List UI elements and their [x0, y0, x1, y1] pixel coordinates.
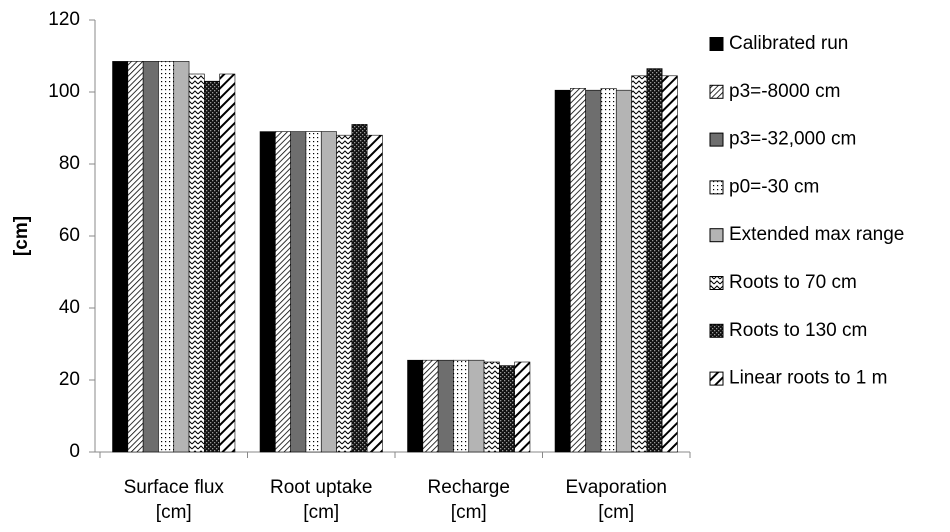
x-tick-label: [cm]	[303, 502, 339, 523]
bar	[275, 131, 291, 453]
legend-swatch	[709, 276, 724, 290]
bar	[661, 75, 678, 453]
bar	[499, 365, 515, 453]
x-tick-label: Evaporation	[566, 477, 667, 498]
bar	[259, 131, 276, 453]
bar	[204, 80, 220, 453]
legend-label: Calibrated run	[729, 33, 848, 54]
bar	[290, 131, 307, 453]
bar	[615, 89, 632, 453]
bar	[600, 88, 617, 453]
x-tick-label: Recharge	[428, 477, 510, 498]
bar	[422, 359, 439, 453]
legend-swatch	[709, 323, 724, 338]
x-tick-label: [cm]	[598, 502, 634, 523]
bar	[514, 361, 531, 453]
y-tick-label: 120	[48, 9, 80, 30]
bar	[570, 88, 586, 453]
bar	[631, 75, 648, 453]
y-tick-label: 20	[59, 369, 80, 390]
bar	[366, 134, 383, 453]
legend-label: Linear roots to 1 m	[729, 368, 887, 389]
y-tick-label: 100	[48, 81, 80, 102]
legend-swatch	[709, 180, 724, 195]
legend-label: p0=-30 cm	[729, 176, 819, 197]
bar	[305, 131, 322, 453]
x-tick-label: [cm]	[156, 502, 192, 523]
y-tick-label: 60	[59, 225, 80, 246]
y-tick-label: 40	[59, 297, 80, 318]
bar	[437, 359, 454, 453]
legend-label: Roots to 130 cm	[729, 320, 867, 341]
bar	[554, 89, 571, 453]
bar	[320, 131, 337, 453]
bar	[219, 73, 236, 453]
legend-swatch	[709, 371, 724, 386]
y-axis-label: [cm]	[11, 216, 32, 256]
legend-label: p3=-32,000 cm	[729, 129, 856, 150]
bar	[453, 359, 470, 453]
legend-label: Extended max range	[729, 224, 904, 245]
x-tick-label: Root uptake	[270, 477, 372, 498]
x-tick-label: [cm]	[451, 502, 487, 523]
bar	[127, 61, 144, 453]
bar	[483, 361, 500, 453]
bar	[646, 68, 663, 453]
bar	[407, 359, 424, 453]
bar	[188, 73, 205, 453]
legend-swatch	[709, 37, 724, 51]
y-tick-label: 80	[59, 153, 80, 174]
bar	[112, 61, 129, 453]
bar	[173, 61, 190, 453]
legend-label: p3=-8000 cm	[729, 81, 840, 102]
bar	[468, 359, 485, 453]
x-tick-label: Surface flux	[124, 477, 225, 498]
legend-swatch	[709, 132, 724, 147]
legend-swatch	[709, 228, 724, 243]
legend-swatch	[709, 84, 724, 99]
legend-label: Roots to 70 cm	[729, 272, 857, 293]
bar	[351, 124, 368, 453]
bar	[585, 89, 602, 453]
bar	[158, 61, 175, 453]
y-tick-label: 0	[69, 441, 80, 462]
bar	[336, 134, 353, 453]
bar	[142, 61, 159, 453]
